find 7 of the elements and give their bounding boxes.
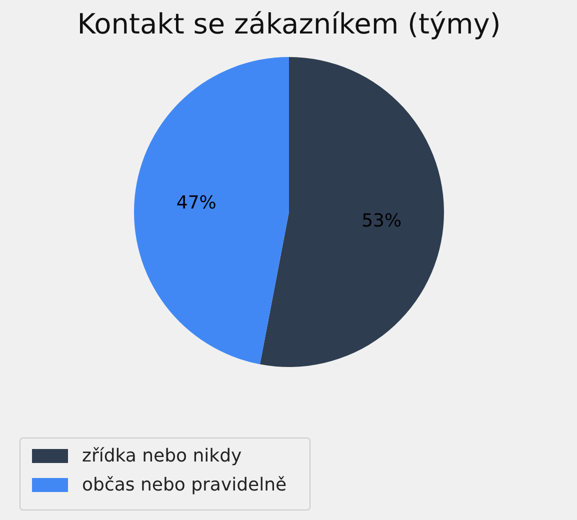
pie-slice	[134, 57, 289, 364]
pie-slice	[260, 57, 444, 367]
data-label: 53%	[362, 210, 402, 232]
chart-title: Kontakt se zákazníkem (týmy)	[77, 8, 501, 40]
data-label: 47%	[176, 192, 216, 214]
legend-label: občas nebo pravidelně	[82, 474, 287, 496]
legend-label: zřídka nebo nikdy	[82, 446, 242, 466]
